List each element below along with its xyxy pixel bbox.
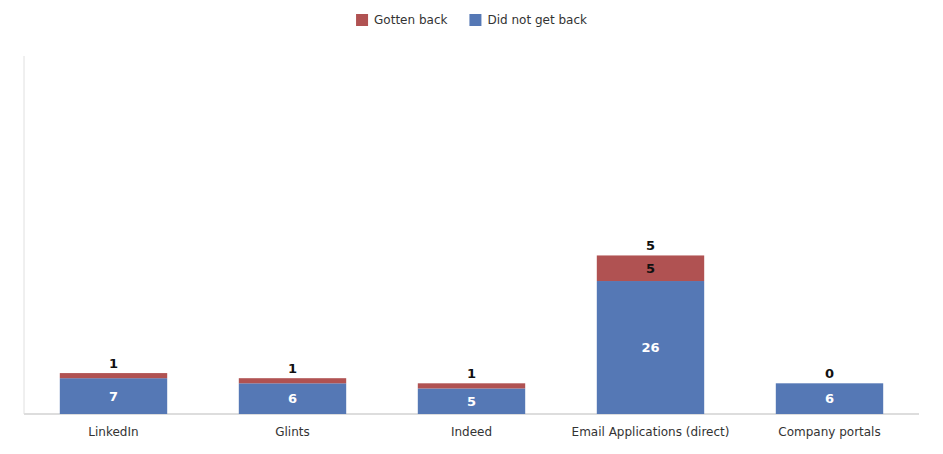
legend-swatch (469, 14, 481, 26)
total-top-label: 0 (825, 366, 834, 381)
data-label: 5 (646, 261, 655, 276)
legend-item: Gotten back (356, 13, 447, 27)
x-tick-label: Email Applications (direct) (572, 425, 730, 439)
x-tick-label: Glints (275, 425, 310, 439)
bar-segment (239, 383, 346, 414)
legend-swatch (356, 14, 368, 26)
bar-segment (60, 373, 167, 378)
data-label: 7 (109, 389, 118, 404)
legend-label: Did not get back (487, 13, 587, 27)
bar-segment (60, 378, 167, 414)
data-label: 5 (467, 394, 476, 409)
bar-segment (418, 383, 525, 388)
bar-segment (597, 255, 704, 281)
x-tick-label: Company portals (778, 425, 880, 439)
bar-segment (776, 383, 883, 384)
chart-svg: 7 6 5 26 6 5 1 1 1 5 0 LinkedIn Glints Indeed Email Ap… (0, 0, 943, 454)
legend-label: Gotten back (374, 13, 447, 27)
total-top-label: 1 (288, 361, 297, 376)
data-label: 26 (641, 340, 659, 355)
total-top-label: 1 (467, 366, 476, 381)
legend: Gotten back Did not get back (356, 13, 587, 27)
data-label: 6 (825, 391, 834, 406)
total-top-label: 1 (109, 356, 118, 371)
bar-segment (418, 388, 525, 414)
total-top-label: 5 (646, 238, 655, 253)
labels: 7 6 5 26 6 5 1 1 1 5 0 (109, 238, 834, 408)
bar-segment (597, 281, 704, 414)
y-axis-line (24, 56, 25, 414)
bar-segment (776, 383, 883, 414)
chart-container: 7 6 5 26 6 5 1 1 1 5 0 LinkedIn Glints Indeed Email Ap… (0, 0, 943, 454)
x-tick-label: LinkedIn (88, 425, 138, 439)
bar-segment (239, 378, 346, 383)
legend-item: Did not get back (469, 13, 587, 27)
bars (60, 255, 883, 414)
data-label: 6 (288, 391, 297, 406)
x-tick-label: Indeed (451, 425, 492, 439)
